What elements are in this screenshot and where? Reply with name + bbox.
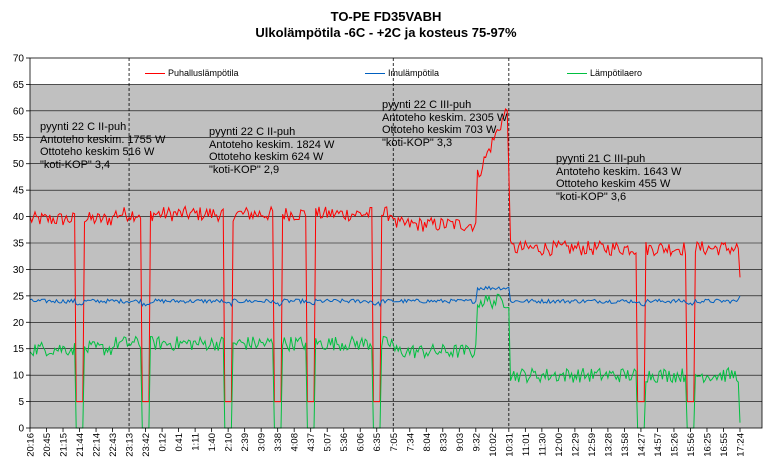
annotation-line: "koti-KOP" 3,4 <box>40 158 111 171</box>
annotation-line: "koti-KOP" 3,3 <box>382 136 453 149</box>
x-tick-label: 11:01 <box>521 433 532 456</box>
x-tick-label: 12:29 <box>570 433 581 457</box>
y-axis: 0 5 10 15 20 25 30 35 40 45 50 55 60 65 70 <box>13 54 30 435</box>
chart-subtitle: Ulkolämpötila -6C - +2C ja kosteus 75-97… <box>255 25 517 40</box>
legend-swatch-icon <box>365 73 385 75</box>
y-tick-label: 10 <box>13 371 25 382</box>
annotation-line: Ottoteho keskim 516 W <box>40 146 155 158</box>
legend-item-imu: Imulämpötila <box>365 66 439 80</box>
y-tick-label: 45 <box>13 186 25 197</box>
annotation-line: pyynti 22 C III-puh <box>382 99 472 111</box>
x-tick-label: 4:37 <box>306 433 317 452</box>
x-tick-label: 20:45 <box>42 433 53 457</box>
x-axis: 20:16 20:45 21:15 21:44 22:14 22:43 23:13 23:42… <box>26 428 747 457</box>
annotation-line: Ottoteho keskim 703 W <box>382 124 497 136</box>
x-tick-label: 20:16 <box>26 433 37 457</box>
annotation-line: "koti-KOP" 2,9 <box>209 163 280 176</box>
annotation-line: pyynti 22 C II-puh <box>40 121 127 133</box>
x-tick-label: 15:26 <box>669 433 680 457</box>
y-tick-label: 15 <box>13 344 25 355</box>
annotation-line: pyynti 21 C III-puh <box>556 153 646 165</box>
y-tick-label: 5 <box>18 397 24 408</box>
plot-frame <box>29 57 763 429</box>
x-tick-label: 2:39 <box>240 433 251 452</box>
x-tick-label: 11:30 <box>537 433 548 456</box>
x-tick-label: 16:55 <box>719 433 730 457</box>
y-tick-label: 0 <box>18 424 24 435</box>
x-tick-label: 17:24 <box>736 433 747 457</box>
y-tick-label: 55 <box>13 133 25 144</box>
y-tick-label: 50 <box>13 159 25 170</box>
series-line-imu <box>29 285 741 308</box>
x-tick-label: 4:08 <box>290 433 301 452</box>
x-tick-label: 13:28 <box>603 433 614 457</box>
annotation-line: "koti-KOP" 3,6 <box>556 190 627 203</box>
y-tick-label: 20 <box>13 318 25 329</box>
x-tick-label: 9:03 <box>455 433 466 452</box>
x-tick-label: 3:09 <box>257 433 268 452</box>
x-tick-label: 3:38 <box>273 433 284 452</box>
y-tick-label: 60 <box>13 106 25 117</box>
annotation-phase-2: pyynti 22 C II-puh Antoteho keskim. 1824… <box>209 126 334 176</box>
y-tick-label: 65 <box>13 80 25 91</box>
x-tick-label: 16:25 <box>702 433 713 457</box>
x-tick-label: 0:12 <box>158 433 169 452</box>
legend-item-puhallus: Puhalluslämpötila <box>145 66 239 80</box>
x-tick-label: 14:27 <box>636 433 647 457</box>
y-tick-label: 25 <box>13 291 25 302</box>
y-tick-label: 40 <box>13 212 25 223</box>
x-tick-label: 12:00 <box>554 433 565 457</box>
annotation-line: Ottoteho keskim 624 W <box>209 151 324 163</box>
annotation-line: Ottoteho keskim 455 W <box>556 178 671 190</box>
x-tick-label: 13:58 <box>620 433 631 457</box>
x-tick-label: 6:35 <box>372 433 383 452</box>
x-tick-label: 8:04 <box>422 433 433 452</box>
annotation-phase-1: pyynti 22 C II-puh Antoteho keskim. 1755… <box>40 121 165 171</box>
x-tick-label: 2:10 <box>224 433 235 452</box>
x-tick-label: 21:15 <box>59 433 70 457</box>
x-tick-label: 23:42 <box>141 433 152 457</box>
series-line-puhallus <box>29 107 741 403</box>
x-tick-label: 5:36 <box>339 433 350 452</box>
x-tick-label: 6:06 <box>356 433 367 452</box>
x-tick-label: 5:07 <box>323 433 334 452</box>
annotation-line: Antoteho keskim. 1643 W <box>556 165 682 178</box>
legend-swatch-icon <box>145 73 165 75</box>
x-tick-label: 10:31 <box>504 433 515 457</box>
x-tick-label: 22:43 <box>108 433 119 457</box>
annotation-phase-3: pyynti 22 C III-puh Antoteho keskim. 230… <box>382 99 507 149</box>
annotation-line: Antoteho keskim. 1755 W <box>40 133 166 146</box>
x-tick-label: 8:33 <box>438 433 449 452</box>
x-tick-label: 7:34 <box>405 433 416 452</box>
x-tick-label: 10:02 <box>488 433 499 457</box>
x-tick-label: 12:59 <box>587 433 598 457</box>
y-tick-label: 30 <box>13 265 25 276</box>
annotation-line: Antoteho keskim. 2305 W <box>382 111 508 124</box>
x-tick-label: 1:11 <box>191 433 202 451</box>
legend-swatch-icon <box>567 73 587 75</box>
annotation-phase-4: pyynti 21 C III-puh Antoteho keskim. 164… <box>556 153 681 203</box>
x-tick-label: 21:44 <box>75 433 86 457</box>
y-tick-label: 35 <box>13 239 25 250</box>
x-tick-label: 23:13 <box>125 433 136 457</box>
phase-dividers <box>128 58 510 428</box>
x-tick-label: 0:41 <box>174 433 185 452</box>
y-tick-label: 70 <box>13 54 25 65</box>
x-tick-label: 9:32 <box>471 433 482 452</box>
x-tick-label: 22:14 <box>92 433 103 457</box>
legend-label: Lämpötilaero <box>590 68 643 78</box>
annotation-line: Antoteho keskim. 1824 W <box>209 138 335 151</box>
x-tick-label: 1:40 <box>207 433 218 452</box>
x-tick-label: 7:05 <box>389 433 400 452</box>
legend-item-ero: Lämpötilaero <box>567 66 642 80</box>
plot-area <box>30 84 762 428</box>
legend-label: Puhalluslämpötila <box>168 68 239 78</box>
annotation-line: pyynti 22 C II-puh <box>209 126 296 138</box>
legend-label: Imulämpötila <box>388 68 440 78</box>
chart-title: TO-PE FD35VABH <box>330 9 442 24</box>
x-tick-label: 14:57 <box>653 433 664 457</box>
x-tick-label: 15:56 <box>686 433 697 457</box>
